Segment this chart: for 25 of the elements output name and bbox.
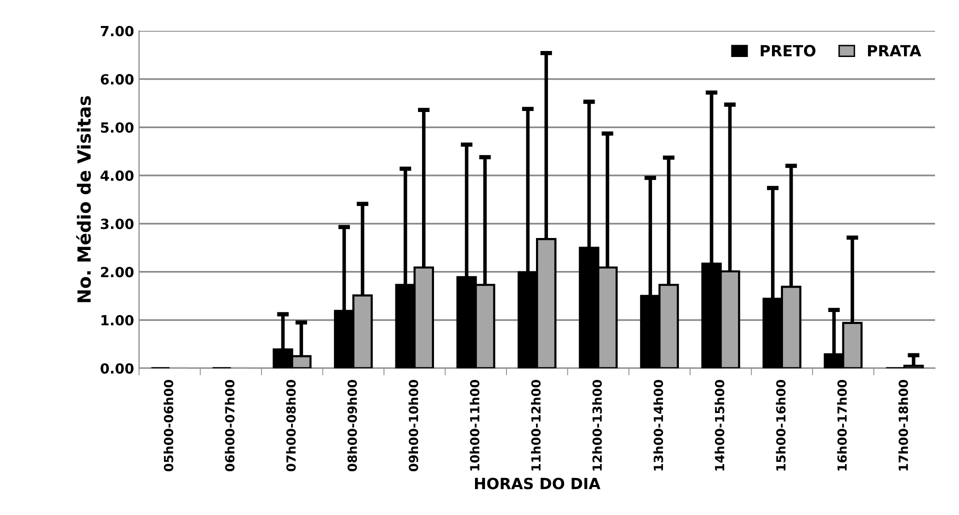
- x-tick-label: 11h00-12h00: [530, 380, 541, 470]
- x-tick-label: 17h00-18h00: [898, 380, 908, 470]
- y-tick-label: 4.00: [100, 170, 134, 181]
- x-tick-label: 05h00-06h00: [164, 380, 174, 472]
- x-tick-label: 09h00-10h00: [408, 380, 418, 472]
- x-tick-label: 08h00-09h00: [347, 380, 357, 472]
- y-tick-label: 3.00: [100, 218, 134, 230]
- x-tick-label: 13h00-14h00: [653, 380, 664, 470]
- x-tick-label: 12h00-13h00: [592, 380, 602, 470]
- x-axis-title: HORAS DO DIA: [475, 478, 600, 490]
- y-tick-label: 5.00: [101, 122, 134, 133]
- y-tick-label: 7.00: [100, 26, 134, 36]
- legend-label: PRATA: [868, 45, 922, 56]
- y-tick-label: 6.00: [100, 74, 134, 85]
- x-tick-label: 10h00-11h00: [470, 380, 480, 470]
- x-tick-label: 07h00-08h00: [286, 380, 296, 472]
- y-axis-title: No. Médio de Visitas: [76, 96, 91, 302]
- legend-label: PRETO: [760, 44, 816, 56]
- y-tick-label: 1.00: [101, 315, 134, 326]
- x-tick-label: 15h00-16h00: [776, 380, 786, 470]
- y-tick-label: 2.00: [101, 266, 134, 278]
- x-tick-label: 06h00-07h00: [224, 380, 235, 472]
- x-tick-label: 16h00-17h00: [837, 380, 847, 470]
- y-tick-label: 0.00: [100, 363, 134, 374]
- x-tick-label: 14h00-15h00: [714, 380, 724, 470]
